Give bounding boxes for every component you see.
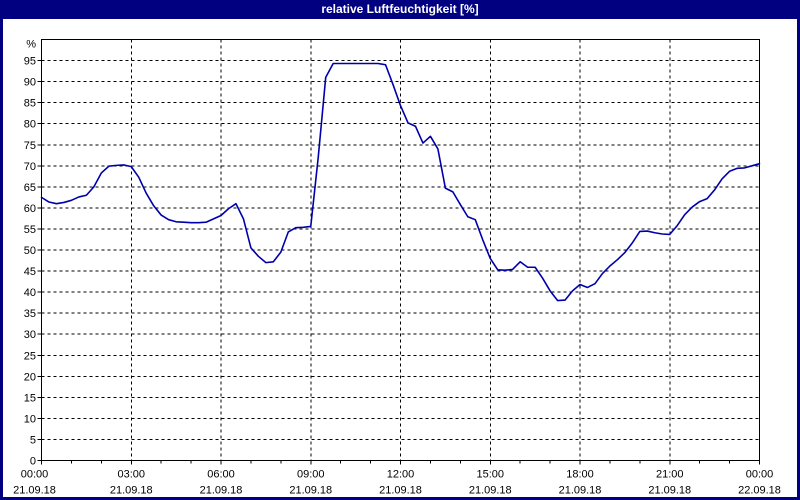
x-tick-date-label: 21.09.18 (289, 485, 332, 497)
y-tick-label: 75 (24, 140, 36, 152)
y-axis-unit-label: % (26, 39, 36, 51)
y-tick-label: 55 (24, 224, 36, 236)
x-tick-time-label: 12:00 (387, 469, 415, 481)
y-tick-label: 5 (30, 434, 36, 446)
y-tick-label: 10 (24, 413, 36, 425)
y-tick-label: 85 (24, 98, 36, 110)
y-tick-label: 20 (24, 371, 36, 383)
y-tick-label: 30 (24, 329, 36, 341)
y-tick-label: 95 (24, 56, 36, 68)
y-tick-label: 35 (24, 308, 36, 320)
y-tick-label: 25 (24, 350, 36, 362)
x-tick-date-label: 21.09.18 (469, 485, 512, 497)
x-tick-date-label: 21.09.18 (200, 485, 243, 497)
x-tick-time-label: 03:00 (117, 469, 145, 481)
x-tick-time-label: 06:00 (207, 469, 235, 481)
y-tick-label: 45 (24, 266, 36, 278)
x-tick-time-label: 15:00 (476, 469, 504, 481)
y-tick-label: 60 (24, 203, 36, 215)
y-tick-label: 70 (24, 161, 36, 173)
humidity-line (40, 62, 761, 302)
y-tick-label: 80 (24, 119, 36, 131)
x-tick-time-label: 18:00 (566, 469, 594, 481)
x-tick-time-label: 00:00 (746, 469, 774, 481)
x-tick-date-label: 22.09.18 (738, 485, 781, 497)
y-tick-label: 0 (30, 456, 36, 468)
title-bar: relative Luftfeuchtigkeit [%] (0, 0, 800, 19)
y-tick-label: 50 (24, 245, 36, 257)
y-tick-label: 90 (24, 77, 36, 89)
x-tick-date-label: 21.09.18 (13, 485, 56, 497)
x-tick-time-label: 09:00 (297, 469, 325, 481)
x-tick-date-label: 21.09.18 (648, 485, 691, 497)
x-tick-date-label: 21.09.18 (110, 485, 153, 497)
window-title: relative Luftfeuchtigkeit [%] (321, 2, 479, 16)
x-tick-time-label: 21:00 (656, 469, 684, 481)
x-tick-date-label: 21.09.18 (379, 485, 422, 497)
y-tick-label: 40 (24, 287, 36, 299)
y-tick-label: 15 (24, 392, 36, 404)
x-tick-time-label: 00:00 (21, 469, 49, 481)
x-tick-date-label: 21.09.18 (559, 485, 602, 497)
y-tick-label: 65 (24, 182, 36, 194)
